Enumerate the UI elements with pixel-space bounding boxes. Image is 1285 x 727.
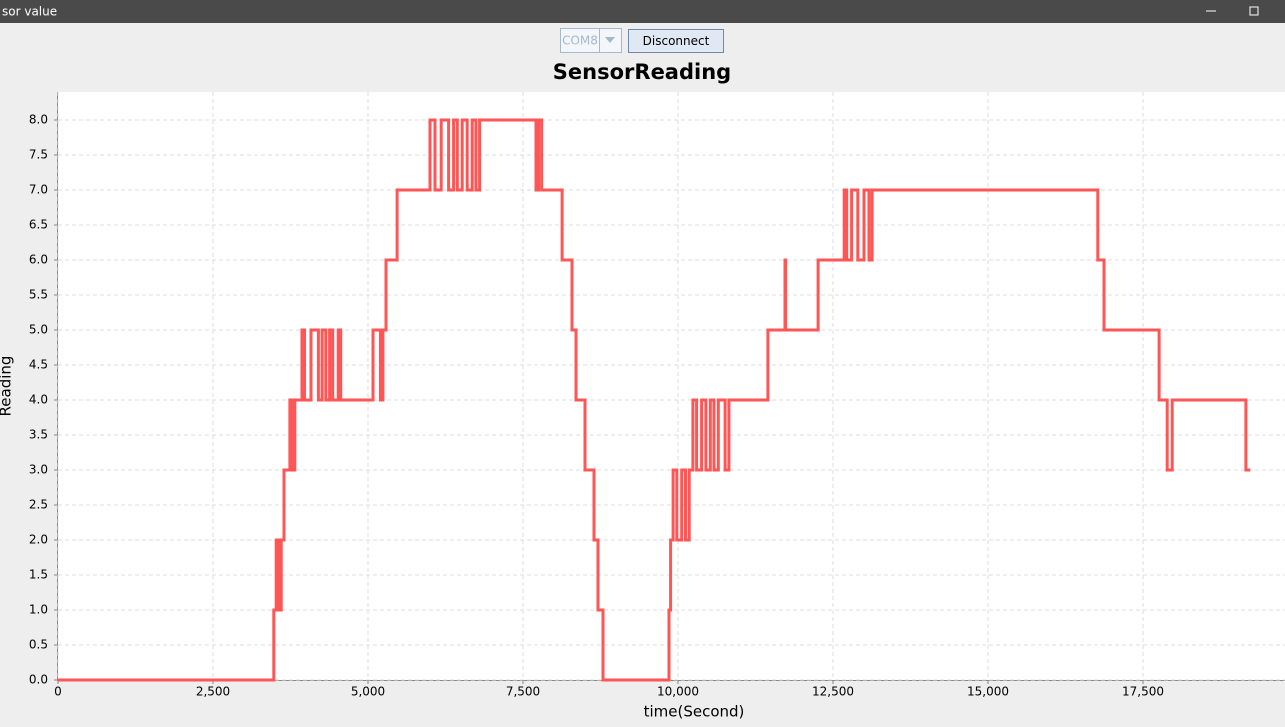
window-title: sor value xyxy=(2,5,57,19)
y-axis-label: Reading xyxy=(0,356,15,417)
y-tick-label: 2.5 xyxy=(29,498,48,512)
y-tick-label: 0.5 xyxy=(29,638,48,652)
x-tick-label: 12,500 xyxy=(812,685,854,699)
port-combo[interactable]: COM8 xyxy=(560,28,622,53)
data-line xyxy=(58,118,1251,682)
y-tick-label: 7.0 xyxy=(29,183,48,197)
y-tick-label: 5.0 xyxy=(29,323,48,337)
x-tick-label: 15,000 xyxy=(967,685,1009,699)
disconnect-button[interactable]: Disconnect xyxy=(628,29,724,53)
maximize-button[interactable] xyxy=(1249,6,1259,16)
x-tick-label: 10,000 xyxy=(657,685,699,699)
y-tick-label: 1.5 xyxy=(29,568,48,582)
title-bar xyxy=(0,0,1285,23)
port-label: COM8 xyxy=(562,34,598,48)
x-tick-label: 0 xyxy=(54,685,62,699)
x-tick-label: 7,500 xyxy=(506,685,540,699)
y-tick-label: 3.5 xyxy=(29,428,48,442)
x-axis-label: time(Second) xyxy=(644,703,745,721)
button-label: Disconnect xyxy=(643,34,710,48)
x-tick-label: 2,500 xyxy=(196,685,230,699)
y-tick-label: 8.0 xyxy=(29,113,48,127)
x-tick-label: 17,500 xyxy=(1122,685,1164,699)
y-tick-label: 5.5 xyxy=(29,288,48,302)
y-tick-label: 1.0 xyxy=(29,603,48,617)
y-tick-label: 6.0 xyxy=(29,253,48,267)
chart-title: SensorReading xyxy=(553,60,731,84)
y-tick-label: 7.5 xyxy=(29,148,48,162)
x-tick-label: 5,000 xyxy=(351,685,385,699)
y-tick-label: 4.0 xyxy=(29,393,48,407)
y-tick-label: 3.0 xyxy=(29,463,48,477)
y-tick-label: 0.0 xyxy=(29,673,48,687)
y-tick-label: 2.0 xyxy=(29,533,48,547)
y-tick-label: 6.5 xyxy=(29,218,48,232)
y-tick-label: 4.5 xyxy=(29,358,48,372)
